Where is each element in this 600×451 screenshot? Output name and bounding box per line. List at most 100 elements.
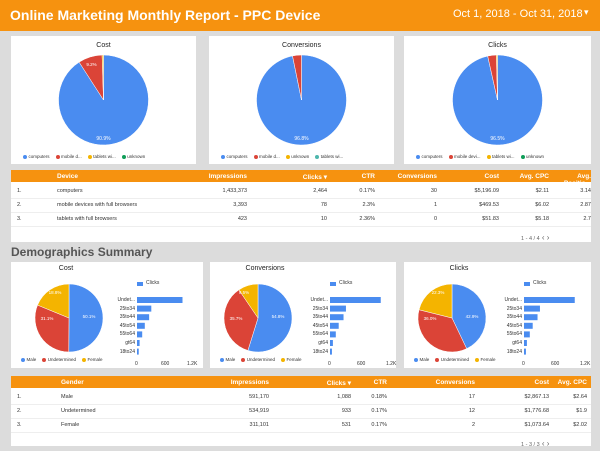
column-header[interactable]: CTR [373,379,387,386]
demo-pie-slice-1[interactable] [223,289,259,351]
bar-45to54[interactable] [524,322,533,329]
column-header[interactable]: Conversions [397,173,437,180]
legend-item[interactable]: Male [220,357,235,362]
pie-legend: computers mobile d... unknown tablets wi... [221,154,343,159]
bar-55to64[interactable] [330,331,336,338]
legend-dot [520,154,525,159]
bar-25to34[interactable] [524,305,540,312]
legend-item[interactable]: mobile devi... [448,154,481,159]
bar-18to24[interactable] [137,348,139,355]
legend-item[interactable]: computers [416,154,443,159]
column-header[interactable]: Clicks ▾ [302,174,327,181]
legend-item[interactable]: Undetermined [241,357,275,362]
demo-pie-slice-2[interactable] [418,283,453,319]
bar-18to24[interactable] [524,348,526,355]
bar-55to64[interactable] [524,331,530,338]
legend-label: Female [286,357,302,362]
legend-label: unknown [291,154,310,159]
demographics-card-cost: Cost 50.1% 31.1% 18.8% Undet... 25to34 35to44 4… [11,262,203,368]
legend-item[interactable]: Male [21,357,36,362]
legend-item[interactable]: tablets wi... [486,154,515,159]
row-index: 1. [17,394,22,400]
bar-gt64[interactable] [330,340,333,346]
legend-item[interactable]: Female [281,357,302,362]
legend-item[interactable]: unknown [285,154,310,159]
column-header[interactable]: Clicks ▾ [326,380,351,387]
demo-pie-slice-2[interactable] [238,283,259,319]
device-pie-slice-1[interactable] [292,54,302,101]
legend-item[interactable]: Female [82,357,103,362]
legend-item[interactable]: Undetermined [435,357,469,362]
legend-label: mobile devi... [454,154,481,159]
device-pie-slice-2[interactable] [496,54,498,101]
bar-25to34[interactable] [137,305,152,312]
column-header[interactable]: Impressions [230,379,269,386]
column-header[interactable]: CTR [361,173,375,180]
table-row[interactable]: 3. tablets with full browsers 423 10 2.36% 0 $… [11,213,591,227]
column-header[interactable]: Avg. Positio... [563,173,591,187]
card-title: Cost [96,42,111,49]
bar-Undet...[interactable] [330,297,381,303]
table-cell: 1,433,373 [222,188,247,194]
bar-18to24[interactable] [330,348,332,355]
demo-pie-slice-1[interactable] [417,309,468,353]
bar-45to54[interactable] [137,322,145,329]
legend-item[interactable]: computers [23,154,50,159]
device-table: Device Impressions Clicks ▾ CTR Conversions C… [11,170,591,242]
bar-35to44[interactable] [524,314,538,321]
gender-table: Gender Impressions Clicks ▾ CTR Conversions C… [11,376,591,448]
legend-item[interactable]: mobile d... [253,154,280,159]
legend-item[interactable]: unknown [121,154,145,159]
column-header[interactable]: Avg. CPC [557,379,587,386]
bar-25to34[interactable] [330,305,346,312]
page-nav-icon[interactable]: ‹ › [539,233,550,242]
legend-item[interactable]: mobile d... [55,154,82,159]
table-header: Device Impressions Clicks ▾ CTR Conversions C… [11,170,591,187]
legend-item[interactable]: tablets wi... [87,154,116,159]
bar-35to44[interactable] [330,314,344,321]
legend-item[interactable]: Undetermined [42,357,76,362]
legend-item[interactable]: tablets wi... [315,154,343,159]
bar-45to54[interactable] [330,322,339,329]
column-header[interactable]: Impressions [208,173,247,180]
device-pie-card-conversions: Conversions 96.8% computers mobile d... unkn… [209,36,394,164]
legend-item[interactable]: Male [414,357,429,362]
demographics-charts: 50.1% 31.1% 18.8% [34,282,183,355]
table-row[interactable]: 2. mobile devices with full browsers 3,393… [11,199,591,213]
column-header[interactable]: Avg. CPC [519,173,549,180]
bar-35to44[interactable] [137,314,150,321]
demo-pie-slice-1[interactable] [34,304,70,353]
legend-item[interactable]: computers [221,154,248,159]
bar-gt64[interactable] [524,340,527,346]
device-pie-slice-2[interactable] [101,54,104,101]
table-row[interactable]: 1. Male 591,170 1,088 0.18% 17 $2,867.13 $2.64 [11,391,591,405]
page-nav-icon[interactable]: ‹ › [539,439,550,448]
demo-pie-slice-0[interactable] [451,283,487,350]
legend-item[interactable]: Female [475,357,496,362]
column-header[interactable]: Device [57,173,78,180]
table-row[interactable]: 3. Female 311,101 531 0.17% 2 $1,073.64 $2.02 [11,419,591,433]
row-divider [11,198,591,199]
chevron-down-icon[interactable]: ▾ [584,7,589,17]
date-range-selector[interactable]: Oct 1, 2018 - Oct 31, 2018 [453,8,583,20]
demo-pie-slice-0[interactable] [247,283,293,353]
table-cell: 0.18% [371,394,387,400]
bar-Undet...[interactable] [524,297,575,303]
demo-pie-slice-0[interactable] [68,283,104,353]
bar-tick-label: 1.2K [580,361,591,368]
column-header[interactable]: Cost [484,173,499,180]
table-row[interactable]: 2. Undetermined 534,919 933 0.17% 12 $1,776.68… [11,405,591,419]
bar-category-label: 45to54 [312,322,328,329]
column-header[interactable]: Cost [534,379,549,386]
legend-item[interactable]: unknown [520,154,544,159]
bar-Undet...[interactable] [137,297,183,303]
table-row[interactable]: 1. computers 1,433,373 2,464 0.17% 30 $5,196.0… [11,185,591,199]
bar-55to64[interactable] [137,331,143,338]
bar-gt64[interactable] [137,340,140,346]
column-header[interactable]: Gender [61,379,84,386]
column-header[interactable]: Conversions [435,379,475,386]
demo-pie-slice-2[interactable] [37,283,70,319]
table-cell: 2.3% [362,202,375,208]
table-cell: $2.64 [573,394,587,400]
report-title: Online Marketing Monthly Report - PPC De… [10,7,321,23]
